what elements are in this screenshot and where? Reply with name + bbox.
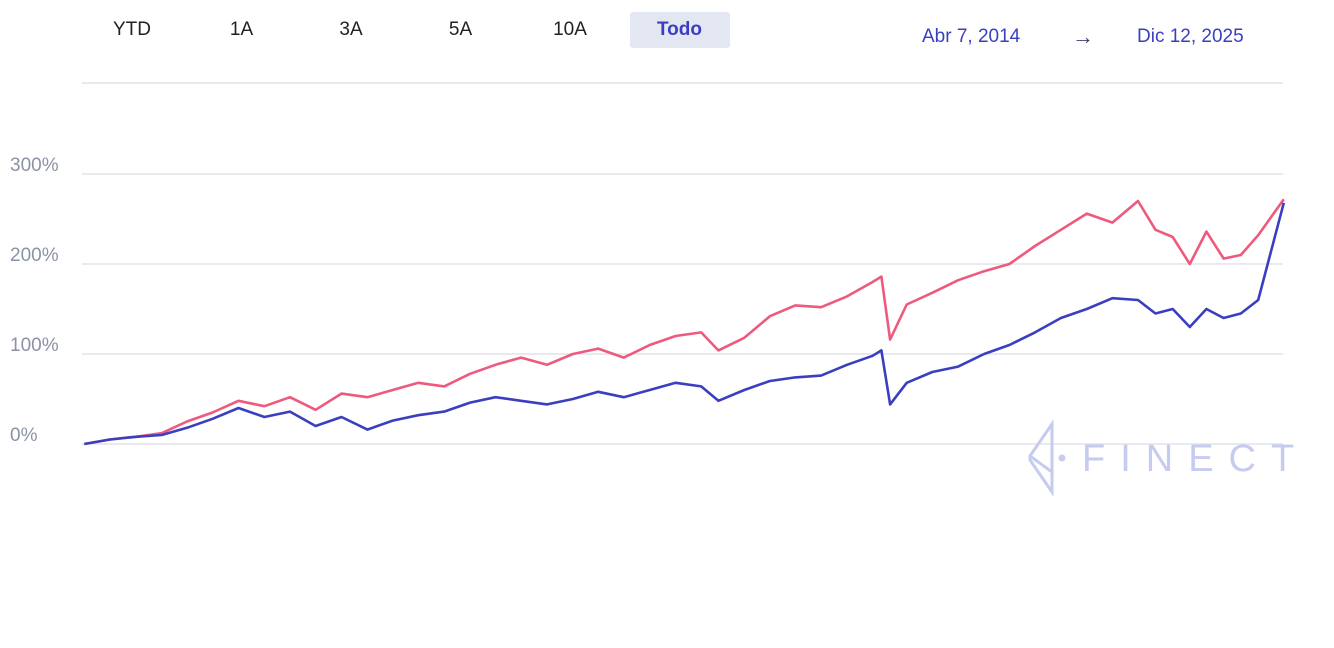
- date-range-picker: Abr 7, 2014 → Dic 12, 2025: [900, 24, 1280, 54]
- series-line-2: [84, 202, 1286, 446]
- range-button-3a[interactable]: 3A: [301, 12, 401, 48]
- y-tick-label: 100%: [10, 335, 59, 356]
- start-date[interactable]: Abr 7, 2014: [922, 26, 1021, 47]
- range-button-10a[interactable]: 10A: [520, 12, 620, 48]
- range-button-ytd[interactable]: YTD: [82, 12, 182, 48]
- watermark-text: FINECT: [1082, 438, 1310, 480]
- series-line-1: [84, 198, 1285, 446]
- y-tick-label: 300%: [10, 155, 59, 176]
- range-button-5a[interactable]: 5A: [411, 12, 511, 48]
- gridlines: [82, 82, 1283, 445]
- y-axis-ticks: 0% 100% 200% 300%: [10, 155, 59, 446]
- finect-watermark: FINECT: [1022, 420, 1294, 500]
- range-button-todo[interactable]: Todo: [629, 12, 730, 48]
- arrow-right-icon: →: [1072, 24, 1094, 49]
- y-tick-label: 200%: [10, 245, 59, 266]
- y-tick-label: 0%: [10, 425, 38, 446]
- finect-logo-icon: [1028, 420, 1066, 497]
- series-lines: [84, 198, 1286, 446]
- end-date[interactable]: Dic 12, 2025: [1137, 26, 1244, 47]
- time-range-selector: YTD 1A 3A 5A 10A Todo: [82, 12, 739, 48]
- range-button-1a[interactable]: 1A: [192, 12, 292, 48]
